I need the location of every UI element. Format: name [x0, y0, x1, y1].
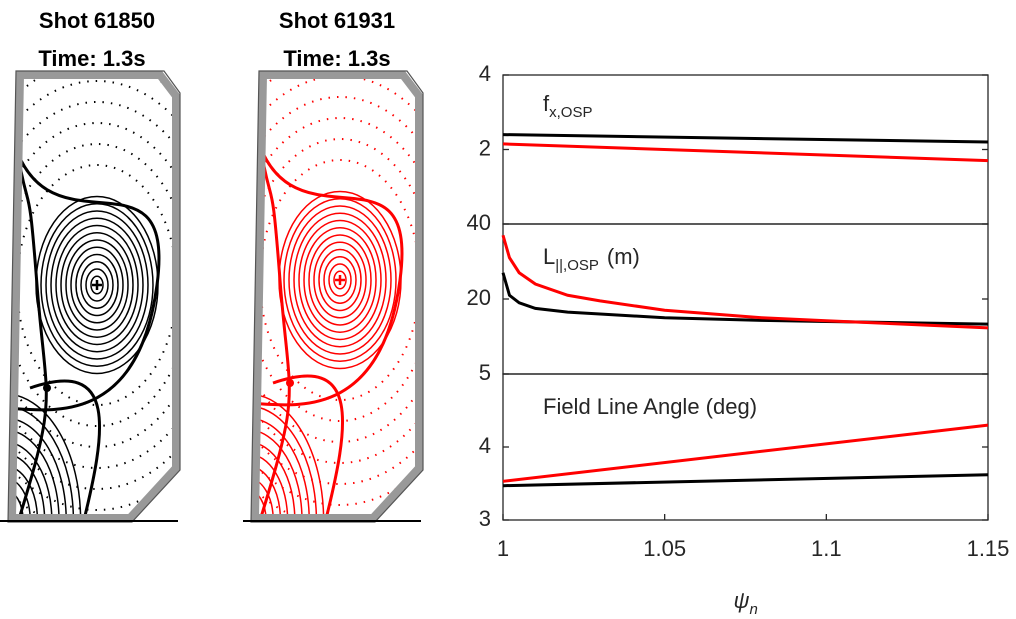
shot-time: Time: 1.3s	[283, 46, 390, 71]
data-line	[502, 473, 989, 488]
flux-surface	[70, 246, 124, 324]
magnetic-axis	[335, 275, 345, 285]
flux-surface	[313, 241, 367, 319]
x-point	[286, 379, 294, 387]
open-field-line	[12, 101, 176, 469]
annotation-suffix: (m)	[607, 244, 640, 269]
annotation-main: f	[543, 91, 550, 116]
annotation-main: L	[543, 244, 555, 269]
data-line	[502, 423, 989, 483]
flux-surface	[293, 212, 387, 348]
flux-surface	[308, 234, 372, 326]
divertor-contour	[254, 405, 318, 518]
annotation-subscript: ||,OSP	[555, 257, 599, 274]
x-tick-label: 1	[497, 536, 509, 561]
equilibrium-panel	[0, 70, 181, 523]
annotation-main: Field Line Angle (deg)	[543, 394, 757, 419]
flux-contours	[12, 75, 176, 518]
flux-surface	[55, 224, 139, 346]
flux-surface	[333, 270, 347, 290]
annotation-subscript: n	[750, 601, 758, 618]
data-line	[501, 234, 989, 330]
flux-surface	[323, 256, 357, 304]
separatrix	[254, 122, 404, 407]
annotation-subscript: x,OSP	[549, 104, 592, 121]
annotation: ψn	[734, 588, 758, 618]
y-tick-label: 20	[467, 285, 491, 310]
flux-surface	[80, 261, 114, 309]
x-point	[43, 384, 51, 392]
y-tick-label: 4	[479, 433, 491, 458]
open-field-line	[12, 75, 176, 518]
open-field-line	[12, 75, 176, 518]
vessel-wall	[250, 71, 423, 522]
shot-time: Time: 1.3s	[38, 46, 145, 71]
data-line	[501, 272, 989, 326]
plot-frame	[502, 223, 989, 375]
flux-surface	[318, 248, 362, 312]
x-tick-label: 1.1	[811, 536, 842, 561]
vessel-wall	[7, 71, 180, 522]
separatrix	[12, 117, 48, 518]
y-tick-label: 3	[479, 506, 491, 531]
flux-surface	[328, 263, 352, 297]
flux-surface	[288, 205, 392, 355]
flux-surface	[50, 217, 144, 353]
data-line	[502, 133, 989, 144]
equilibrium-panel	[243, 70, 424, 523]
y-tick-label: 4	[479, 61, 491, 86]
annotation: fx,OSP	[543, 91, 592, 121]
shot-title: Shot 61850	[39, 8, 155, 33]
annotation: Field Line Angle (deg)	[543, 394, 757, 419]
flux-surface	[85, 268, 109, 302]
separatrix	[254, 112, 291, 518]
x-tick-label: 1.15	[967, 536, 1010, 561]
flux-surface	[303, 227, 377, 333]
separatrix	[12, 127, 161, 412]
flux-surface	[75, 253, 119, 317]
flux-surface	[90, 275, 104, 295]
x-tick-label: 1.05	[643, 536, 686, 561]
y-tick-label: 40	[467, 210, 491, 235]
separatrix	[272, 374, 345, 518]
flux-surface	[298, 219, 382, 341]
y-tick-label: 2	[479, 135, 491, 160]
flux-surface	[45, 210, 149, 360]
shot-title: Shot 61931	[279, 8, 395, 33]
magnetic-axis	[92, 280, 102, 290]
annotation: L||,OSP (m)	[543, 244, 640, 274]
flux-surface	[65, 239, 129, 331]
open-field-line	[12, 80, 176, 490]
plot-frame	[502, 74, 989, 225]
annotation-main: ψ	[734, 588, 750, 613]
flux-surface	[60, 232, 134, 338]
data-line	[502, 142, 989, 163]
separatrix	[29, 379, 102, 518]
y-tick-label: 5	[479, 360, 491, 385]
